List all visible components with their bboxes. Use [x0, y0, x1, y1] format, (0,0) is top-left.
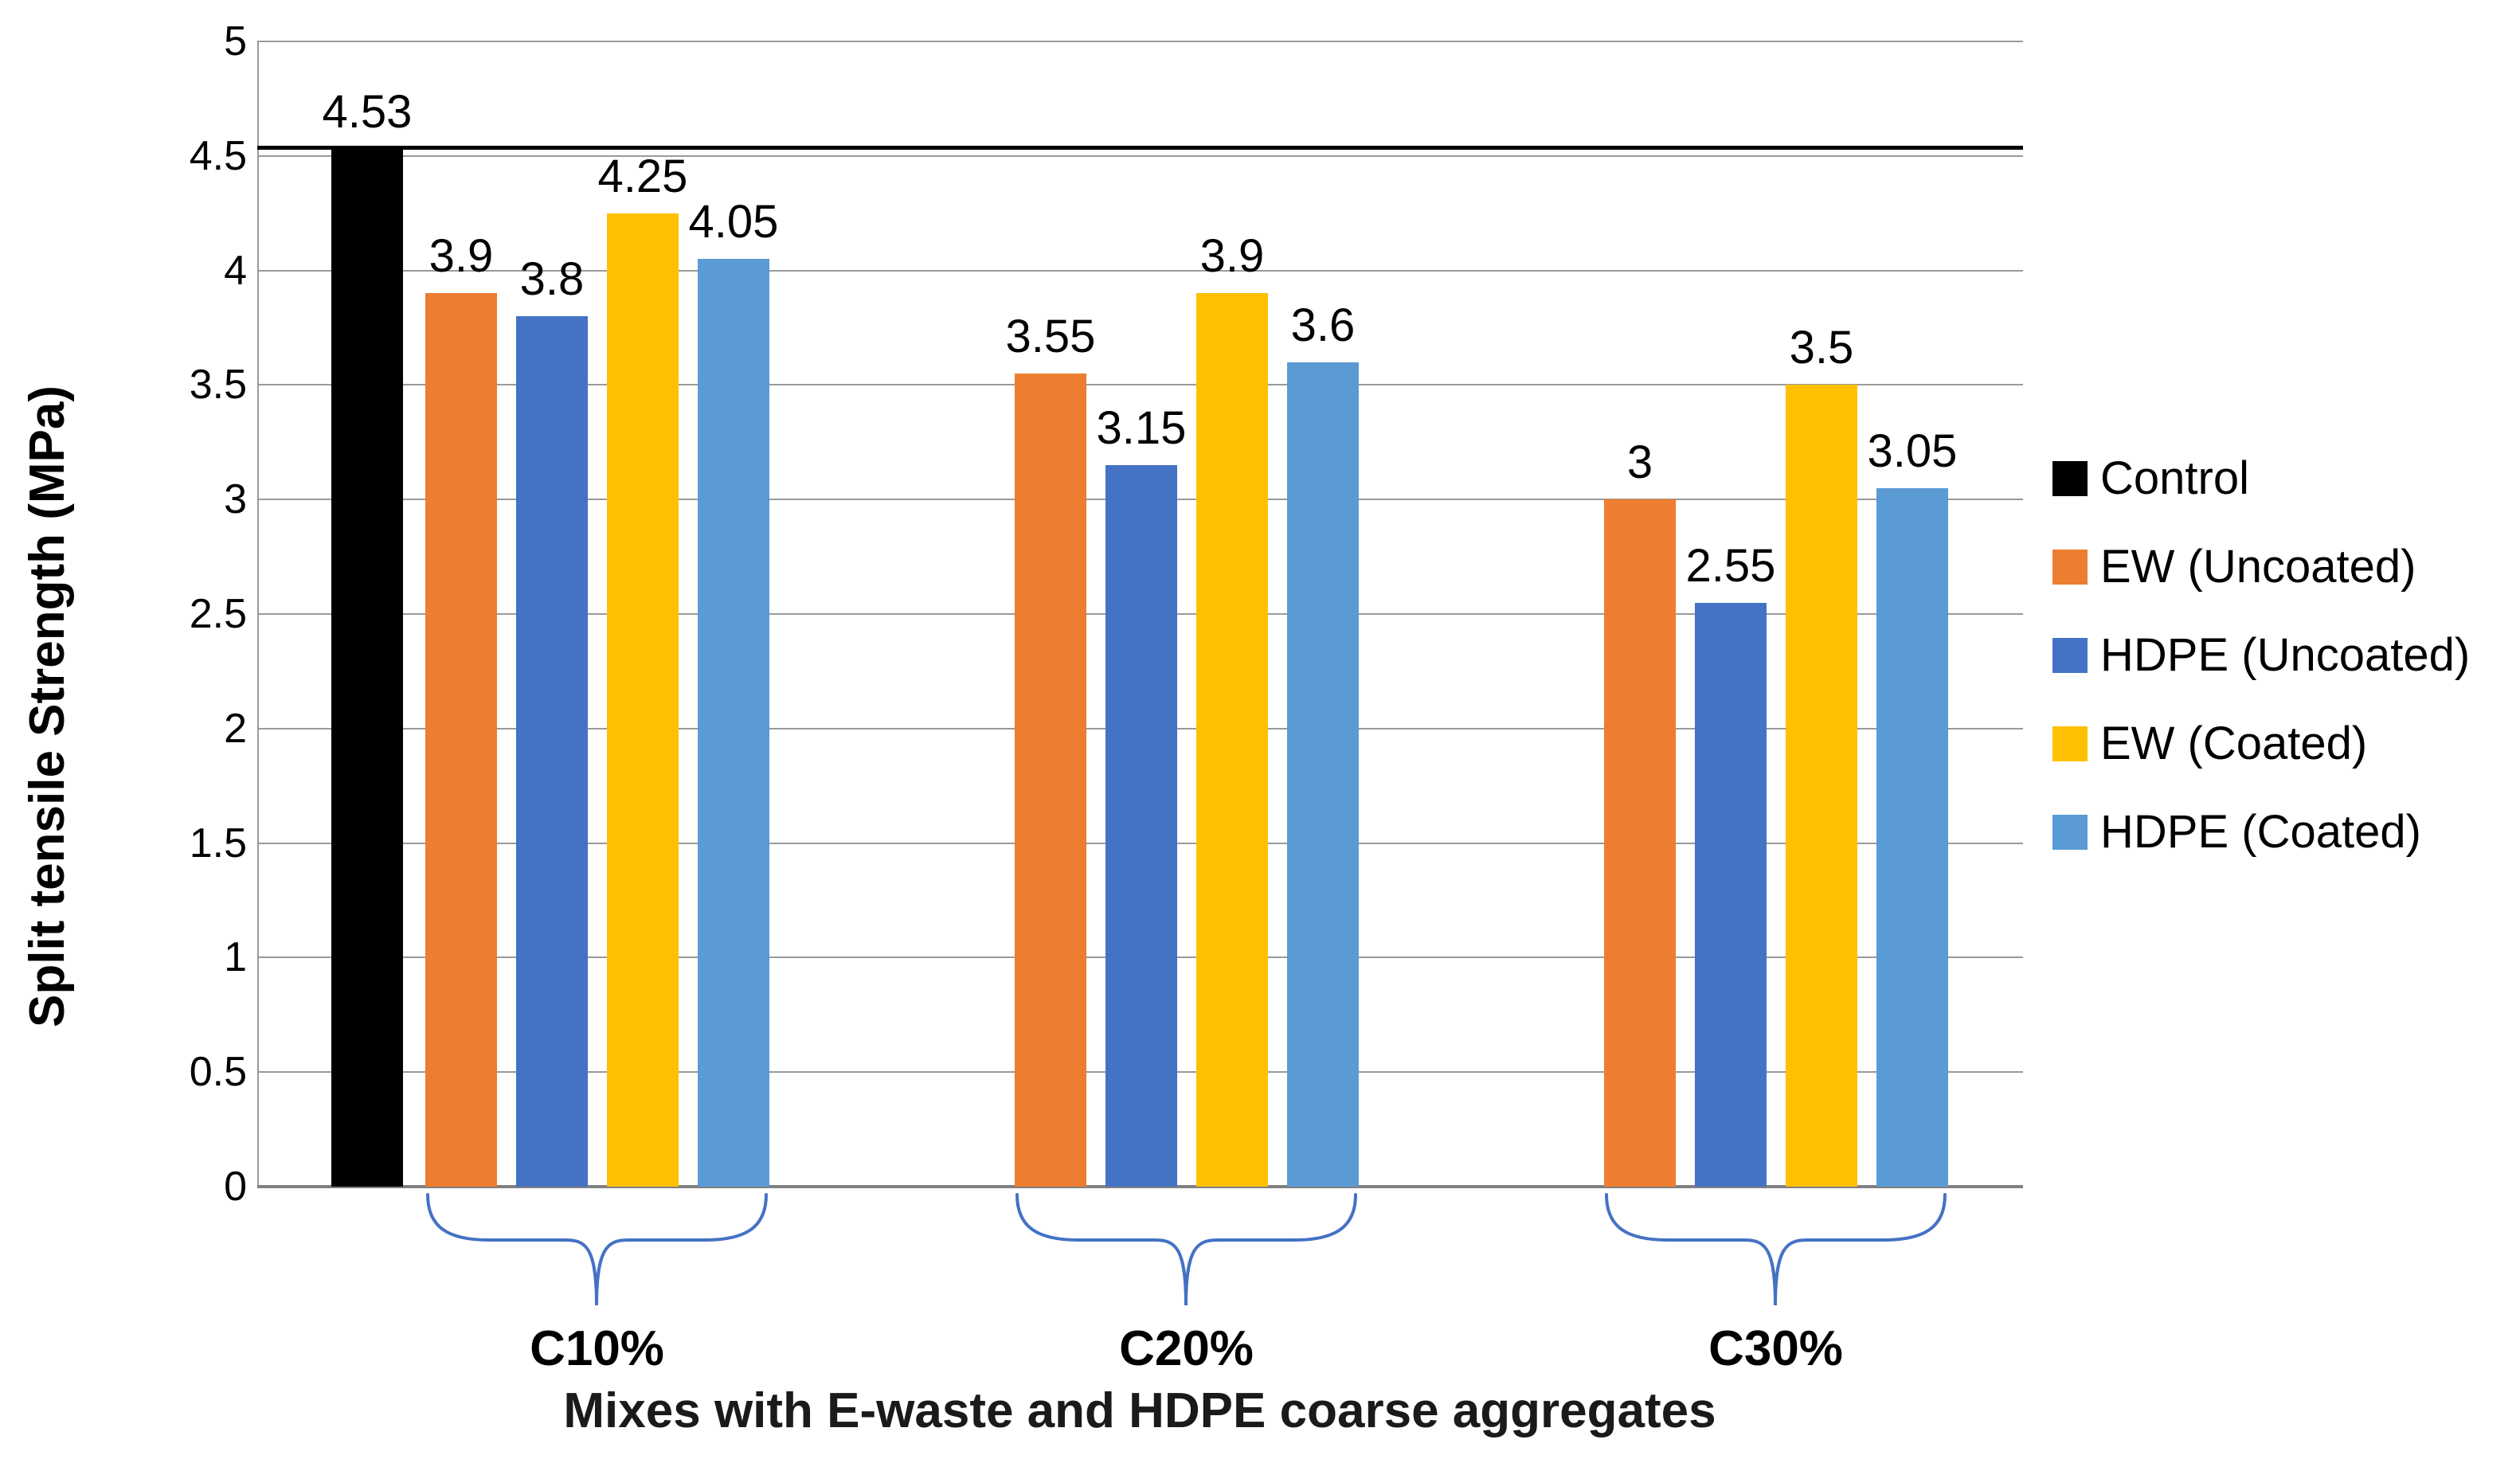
- legend-item-hdpe-coated-: HDPE (Coated): [2052, 804, 2421, 860]
- bar-ew-uncoated-: [425, 293, 497, 1187]
- x-axis-line: [257, 1185, 2023, 1188]
- value-label: 3: [1626, 436, 1653, 489]
- bar-hdpe-coated-: [1876, 487, 1948, 1187]
- value-label: 4.25: [597, 150, 688, 202]
- legend-item-control: Control: [2052, 451, 2249, 507]
- bar-hdpe-uncoated-: [516, 316, 588, 1187]
- group-brace: [1604, 1192, 1947, 1316]
- y-tick-label: 2: [224, 705, 247, 752]
- group-brace: [1015, 1192, 1358, 1316]
- gridline: [257, 41, 2023, 42]
- legend: Control EW (Uncoated) HDPE (Uncoated) EW (C…: [2052, 0, 2514, 956]
- category-label: C30%: [1708, 1321, 1843, 1376]
- bar-ew-uncoated-: [1015, 374, 1086, 1187]
- value-label: 4.53: [322, 86, 413, 139]
- value-label: 4.05: [688, 196, 779, 248]
- legend-label: EW (Coated): [2100, 718, 2368, 769]
- legend-item-ew-coated-: EW (Coated): [2052, 716, 2367, 772]
- gridline: [257, 269, 2023, 272]
- category-label: C20%: [1119, 1321, 1254, 1376]
- bar-ew-uncoated-: [1604, 499, 1676, 1187]
- bar-ew-coated-: [607, 213, 679, 1187]
- y-tick-label: 3: [224, 476, 247, 523]
- gridline: [257, 155, 2023, 157]
- value-label: 3.55: [1005, 311, 1096, 363]
- value-label: 2.55: [1685, 539, 1776, 592]
- legend-label: HDPE (Coated): [2100, 806, 2421, 858]
- legend-label: Control: [2100, 452, 2249, 504]
- bar-ew-coated-: [1196, 293, 1268, 1187]
- y-axis-title: Split tensile Strength (MPa): [20, 385, 75, 1028]
- legend-swatch-icon: [2052, 815, 2088, 850]
- y-tick-label: 0.5: [189, 1049, 247, 1096]
- bar-hdpe-coated-: [698, 259, 769, 1187]
- y-tick-label: 4.5: [189, 132, 247, 179]
- bar-hdpe-uncoated-: [1695, 602, 1767, 1187]
- legend-swatch-icon: [2052, 550, 2088, 585]
- control-reference-line: [257, 146, 2023, 151]
- value-label: 3.9: [428, 230, 494, 283]
- y-tick-label: 3.5: [189, 362, 247, 409]
- value-label: 3.05: [1867, 424, 1958, 477]
- y-tick-label: 2.5: [189, 591, 247, 637]
- legend-swatch-icon: [2052, 461, 2088, 496]
- legend-label: EW (Uncoated): [2100, 541, 2416, 593]
- group-brace: [425, 1192, 769, 1316]
- value-label: 3.8: [519, 253, 585, 306]
- value-label: 3.9: [1199, 230, 1265, 283]
- gridline: [257, 384, 2023, 386]
- value-label: 3.15: [1096, 402, 1187, 455]
- legend-swatch-icon: [2052, 638, 2088, 673]
- bar-hdpe-coated-: [1287, 362, 1359, 1187]
- category-label: C10%: [530, 1321, 664, 1376]
- y-tick-label: 0: [224, 1164, 247, 1210]
- legend-label: HDPE (Uncoated): [2100, 629, 2471, 681]
- legend-item-ew-uncoated-: EW (Uncoated): [2052, 539, 2416, 595]
- legend-swatch-icon: [2052, 726, 2088, 761]
- y-tick-label: 1: [224, 934, 247, 981]
- value-label: 3.5: [1789, 322, 1854, 374]
- x-axis-title: Mixes with E-waste and HDPE coarse aggre…: [563, 1383, 1716, 1438]
- bar-ew-coated-: [1786, 385, 1857, 1187]
- legend-item-hdpe-uncoated-: HDPE (Uncoated): [2052, 628, 2470, 683]
- bar-control: [331, 149, 403, 1187]
- bar-hdpe-uncoated-: [1105, 465, 1177, 1187]
- y-tick-label: 5: [224, 18, 247, 65]
- y-tick-label: 1.5: [189, 820, 247, 866]
- y-tick-label: 4: [224, 247, 247, 294]
- value-label: 3.6: [1290, 299, 1356, 351]
